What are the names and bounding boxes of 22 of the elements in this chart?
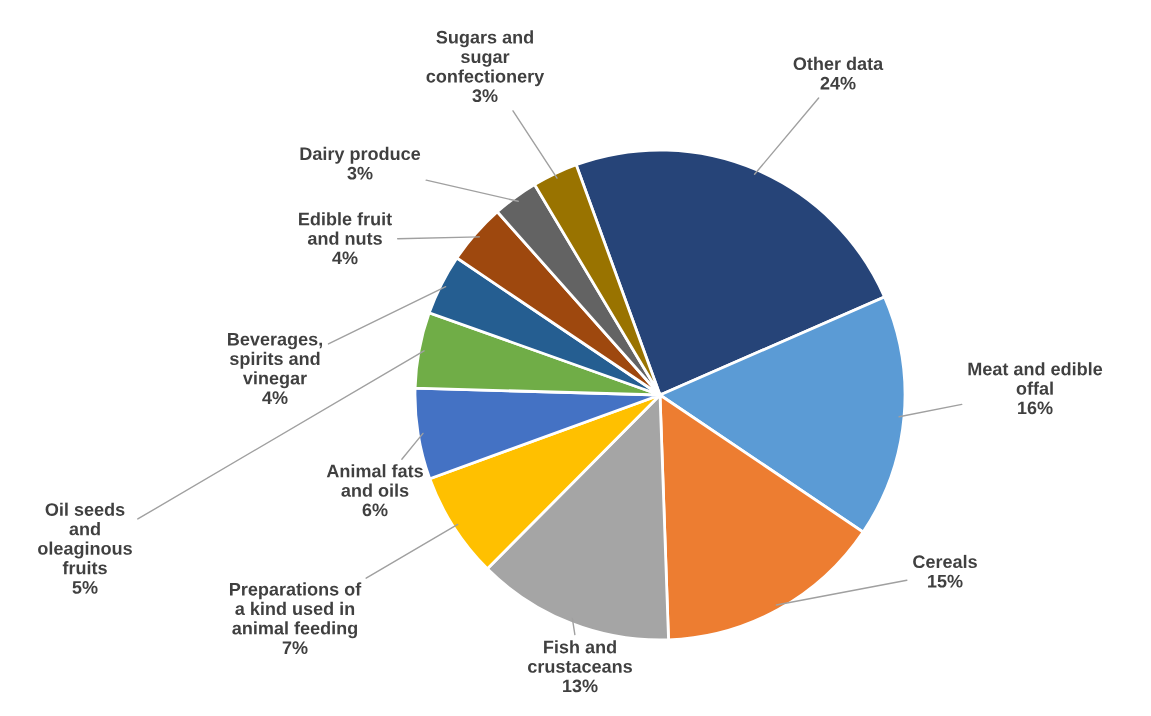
data-label: 4% xyxy=(262,391,288,405)
data-label: 4% xyxy=(332,251,358,265)
slice-label: Cereals xyxy=(913,554,977,569)
slice-label: Meat and edible offal xyxy=(968,362,1103,395)
data-label: 7% xyxy=(282,641,308,655)
slice-label: Fish and crustaceans xyxy=(528,640,632,673)
data-label: 16% xyxy=(1018,401,1053,415)
data-label: 3% xyxy=(472,89,498,103)
data-label: 3% xyxy=(347,166,373,180)
slice-label: Dairy produce xyxy=(300,146,421,164)
data-label: 13% xyxy=(563,679,598,693)
data-label: 24% xyxy=(820,76,856,90)
slice-label: Oil seeds and oleaginous fruits xyxy=(38,502,132,575)
slice-label: Edible fruit and nuts xyxy=(299,212,392,245)
data-label: 5% xyxy=(72,581,98,594)
slice-label: Other data xyxy=(793,56,884,71)
slice-label: Preparations of a kind used in animal feeding xyxy=(229,582,362,639)
data-label: 15% xyxy=(928,574,963,588)
slice-label: Animal fats and oils xyxy=(326,464,423,497)
data-label: 6% xyxy=(362,503,388,517)
slice-label: Beverages, spirits and vinegar xyxy=(228,332,322,389)
slice-label: Sugars and sugar confectionery xyxy=(426,30,545,87)
